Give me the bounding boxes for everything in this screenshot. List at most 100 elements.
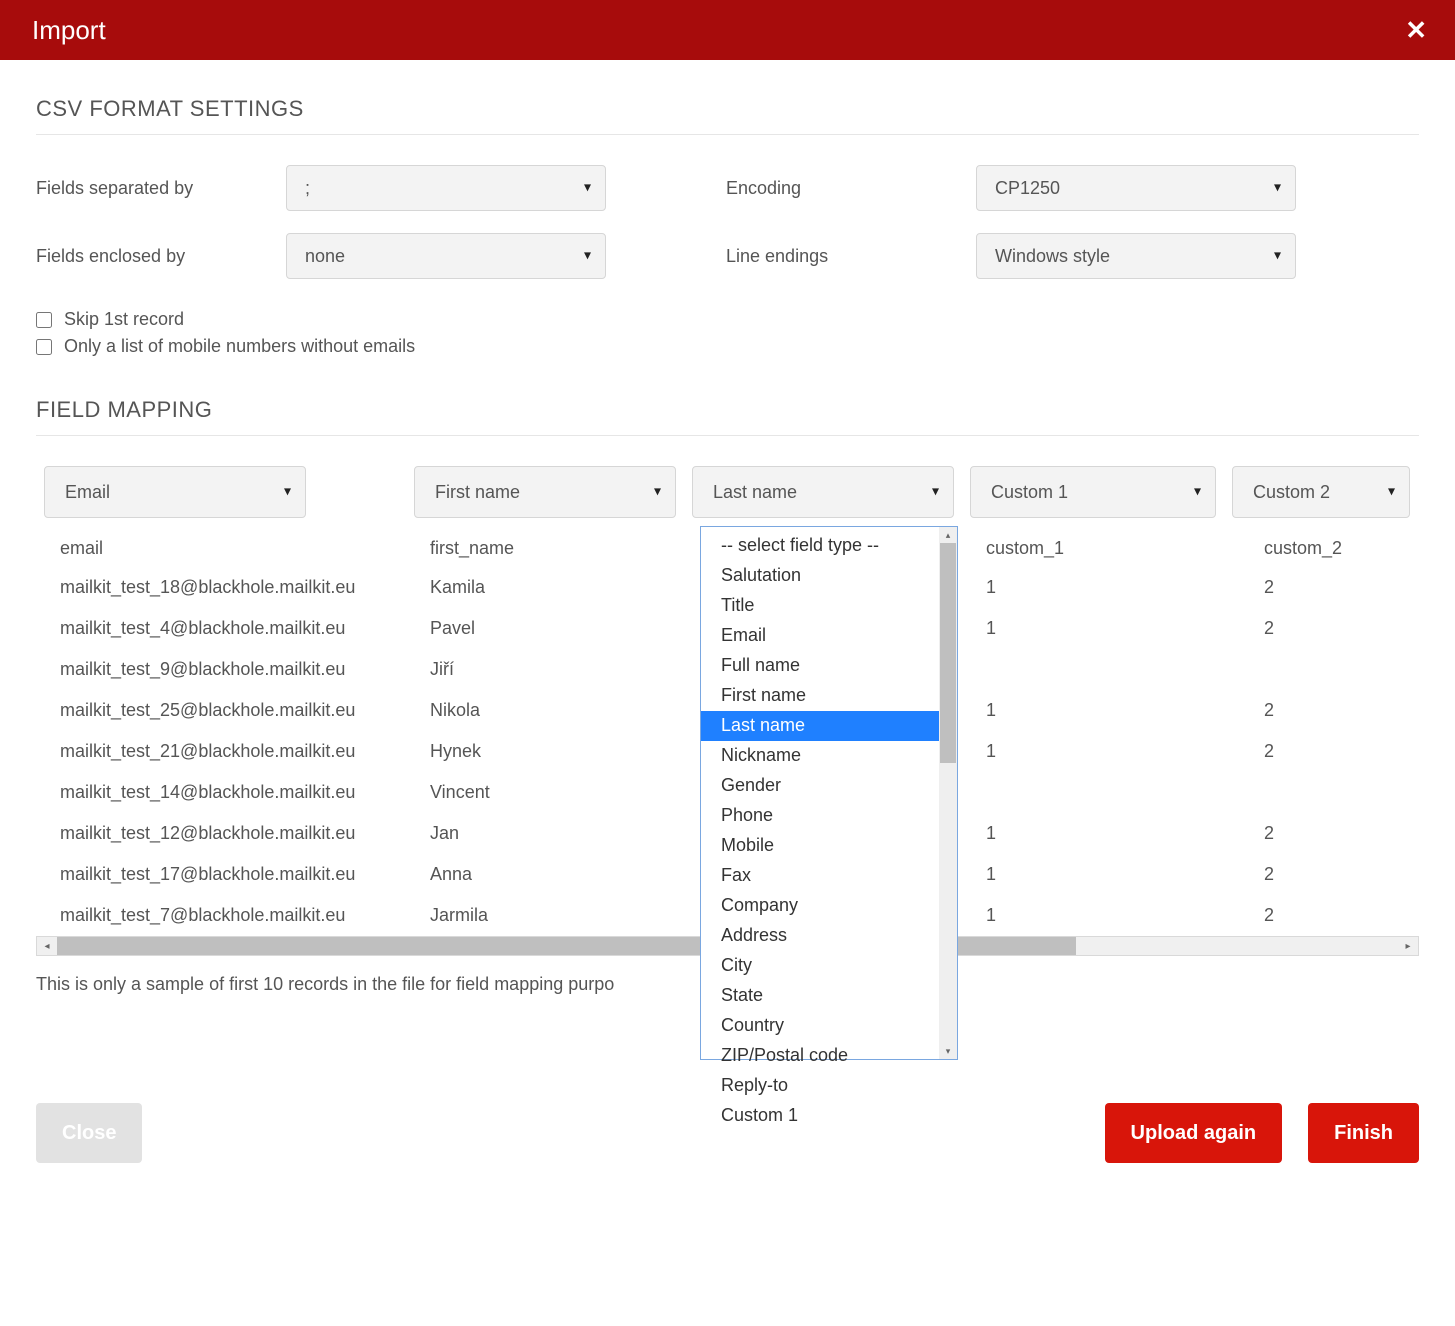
enclosed-select[interactable]: none (286, 233, 606, 279)
listbox-option[interactable]: ZIP/Postal code (701, 1041, 939, 1071)
line-endings-label: Line endings (726, 246, 976, 267)
table-cell: Jarmila (406, 895, 684, 936)
table-cell: mailkit_test_14@blackhole.mailkit.eu (36, 772, 406, 813)
listbox-option[interactable]: Gender (701, 771, 939, 801)
mapping-selects-row: Email First name Last name Custom 1 Cust… (36, 466, 1419, 518)
listbox-option[interactable]: Country (701, 1011, 939, 1041)
table-cell: 2 (1240, 813, 1419, 854)
divider (36, 435, 1419, 436)
table-cell: 2 (1240, 608, 1419, 649)
finish-button[interactable]: Finish (1308, 1103, 1419, 1163)
table-cell: Jan (406, 813, 684, 854)
table-cell: Vincent (406, 772, 684, 813)
table-cell: mailkit_test_4@blackhole.mailkit.eu (36, 608, 406, 649)
table-cell: Pavel (406, 608, 684, 649)
listbox-option[interactable]: Phone (701, 801, 939, 831)
table-cell: 2 (1240, 731, 1419, 772)
field-mapping-title: FIELD MAPPING (36, 397, 1419, 423)
table-cell: 2 (1240, 895, 1419, 936)
table-cell: 1 (962, 567, 1240, 608)
scroll-left-icon[interactable]: ◂ (37, 937, 57, 955)
listbox-option[interactable]: City (701, 951, 939, 981)
table-cell (1240, 649, 1419, 690)
listbox-option[interactable]: Custom 1 (701, 1101, 939, 1131)
close-icon[interactable]: ✕ (1405, 17, 1427, 43)
listbox-option[interactable]: Address (701, 921, 939, 951)
table-cell: 2 (1240, 854, 1419, 895)
divider (36, 134, 1419, 135)
listbox-option[interactable]: State (701, 981, 939, 1011)
listbox-scroll-down-icon[interactable]: ▾ (939, 1043, 957, 1059)
map-select-email[interactable]: Email (44, 466, 306, 518)
map-select-custom1[interactable]: Custom 1 (970, 466, 1216, 518)
table-cell: 1 (962, 608, 1240, 649)
listbox-option[interactable]: Last name (701, 711, 939, 741)
table-cell: mailkit_test_25@blackhole.mailkit.eu (36, 690, 406, 731)
table-cell: mailkit_test_12@blackhole.mailkit.eu (36, 813, 406, 854)
mobile-only-checkbox[interactable] (36, 339, 52, 355)
listbox-scroll-thumb[interactable] (940, 543, 956, 763)
import-modal: Import ✕ CSV FORMAT SETTINGS Fields sepa… (0, 0, 1455, 1203)
table-cell: mailkit_test_9@blackhole.mailkit.eu (36, 649, 406, 690)
listbox-scrollbar[interactable]: ▴ ▾ (939, 527, 957, 1059)
listbox-option[interactable]: Nickname (701, 741, 939, 771)
table-cell: Nikola (406, 690, 684, 731)
map-select-custom2[interactable]: Custom 2 (1232, 466, 1410, 518)
listbox-option[interactable]: -- select field type -- (701, 531, 939, 561)
encoding-select[interactable]: CP1250 (976, 165, 1296, 211)
table-cell: 1 (962, 690, 1240, 731)
table-cell (962, 649, 1240, 690)
table-cell: 1 (962, 854, 1240, 895)
listbox-option[interactable]: Salutation (701, 561, 939, 591)
close-button[interactable]: Close (36, 1103, 142, 1163)
table-cell: Anna (406, 854, 684, 895)
table-cell: mailkit_test_18@blackhole.mailkit.eu (36, 567, 406, 608)
modal-header: Import ✕ (0, 0, 1455, 60)
mapping-area: Email First name Last name Custom 1 Cust… (36, 466, 1419, 956)
mobile-only-label: Only a list of mobile numbers without em… (64, 336, 415, 357)
line-endings-select[interactable]: Windows style (976, 233, 1296, 279)
encoding-label: Encoding (726, 178, 976, 199)
skip-first-row[interactable]: Skip 1st record (36, 309, 1419, 330)
table-cell: 1 (962, 813, 1240, 854)
csv-settings-grid: Fields separated by ; Encoding CP1250 Fi… (36, 165, 1419, 279)
map-select-first-name[interactable]: First name (414, 466, 676, 518)
modal-title: Import (32, 15, 106, 46)
table-cell (962, 772, 1240, 813)
table-cell: 1 (962, 895, 1240, 936)
table-cell: first_name (406, 524, 684, 567)
listbox-option[interactable]: Reply-to (701, 1071, 939, 1101)
modal-body: CSV FORMAT SETTINGS Fields separated by … (0, 60, 1455, 1015)
table-cell: 2 (1240, 567, 1419, 608)
table-cell: Jiří (406, 649, 684, 690)
table-cell: mailkit_test_7@blackhole.mailkit.eu (36, 895, 406, 936)
separator-select[interactable]: ; (286, 165, 606, 211)
separator-label: Fields separated by (36, 178, 286, 199)
table-cell (1240, 772, 1419, 813)
field-type-listbox[interactable]: -- select field type --SalutationTitleEm… (700, 526, 958, 1060)
listbox-option[interactable]: Company (701, 891, 939, 921)
table-cell: mailkit_test_21@blackhole.mailkit.eu (36, 731, 406, 772)
mobile-only-row[interactable]: Only a list of mobile numbers without em… (36, 336, 1419, 357)
listbox-option[interactable]: Mobile (701, 831, 939, 861)
table-cell: mailkit_test_17@blackhole.mailkit.eu (36, 854, 406, 895)
table-cell: Hynek (406, 731, 684, 772)
table-cell: Kamila (406, 567, 684, 608)
listbox-option[interactable]: Title (701, 591, 939, 621)
upload-again-button[interactable]: Upload again (1105, 1103, 1283, 1163)
listbox-scroll-up-icon[interactable]: ▴ (939, 527, 957, 543)
csv-settings-title: CSV FORMAT SETTINGS (36, 96, 1419, 122)
map-select-last-name[interactable]: Last name (692, 466, 954, 518)
table-cell: custom_1 (962, 524, 1240, 567)
listbox-option[interactable]: First name (701, 681, 939, 711)
table-cell: custom_2 (1240, 524, 1419, 567)
table-cell: 1 (962, 731, 1240, 772)
skip-first-label: Skip 1st record (64, 309, 184, 330)
listbox-option[interactable]: Email (701, 621, 939, 651)
listbox-option[interactable]: Fax (701, 861, 939, 891)
table-cell: 2 (1240, 690, 1419, 731)
scroll-right-icon[interactable]: ▸ (1398, 937, 1418, 955)
table-cell: email (36, 524, 406, 567)
listbox-option[interactable]: Full name (701, 651, 939, 681)
skip-first-checkbox[interactable] (36, 312, 52, 328)
